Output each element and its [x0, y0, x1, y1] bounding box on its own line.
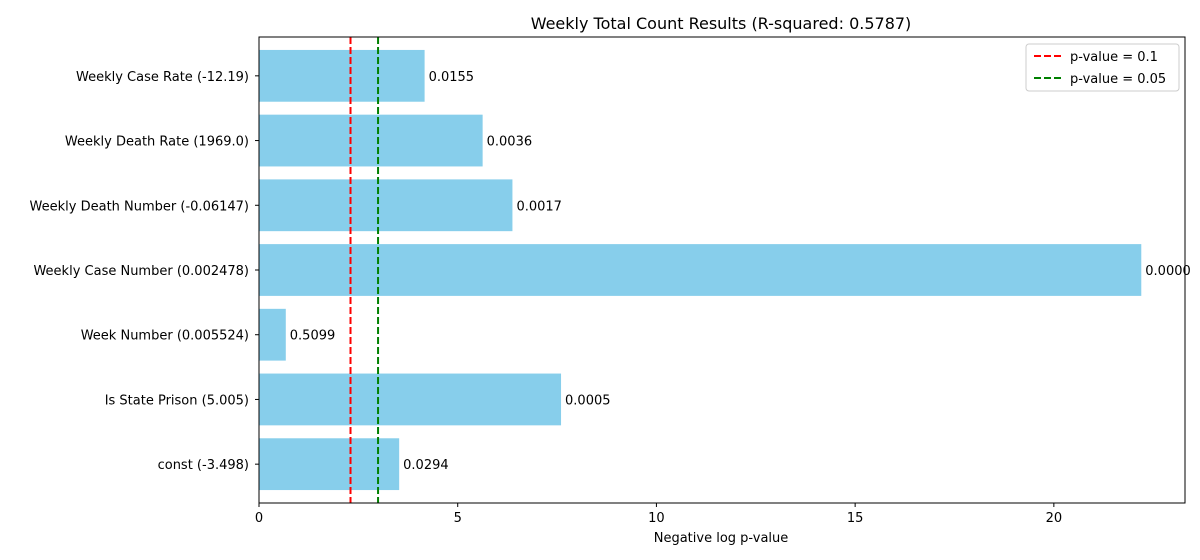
bar-value-label: 0.0005 — [565, 393, 611, 408]
x-tick-label: 20 — [1046, 511, 1063, 526]
bar — [259, 438, 400, 491]
bar-value-label: 0.0294 — [403, 458, 449, 473]
bar-value-label: 0.0000 — [1145, 264, 1191, 279]
bar-value-label: 0.5099 — [290, 329, 336, 344]
bar — [259, 244, 1142, 296]
legend: p-value = 0.1 p-value = 0.05 — [1025, 43, 1180, 92]
y-tick-label: Weekly Case Rate (-12.19) — [76, 70, 249, 85]
legend-label: p-value = 0.05 — [1070, 72, 1166, 87]
bar — [259, 114, 483, 167]
y-tick-label: Weekly Case Number (0.002478) — [33, 264, 249, 279]
x-tick-label: 10 — [648, 511, 665, 526]
bar — [259, 49, 425, 102]
x-tick-label: 5 — [454, 511, 462, 526]
x-tick-label: 15 — [847, 511, 864, 526]
legend-box — [1025, 43, 1180, 92]
plot-frame — [258, 36, 1186, 504]
bar — [259, 179, 513, 232]
x-tick-label: 0 — [255, 511, 263, 526]
chart-title: Weekly Total Count Results (R-squared: 0… — [531, 14, 912, 33]
x-axis-label: Negative log p-value — [654, 531, 789, 546]
bar-value-label: 0.0036 — [487, 135, 533, 150]
y-tick-label: Is State Prison (5.005) — [105, 393, 249, 408]
bar-value-label: 0.0155 — [429, 70, 475, 85]
bar-value-label: 0.0017 — [516, 199, 562, 214]
bar — [259, 308, 286, 361]
legend-label: p-value = 0.1 — [1070, 50, 1158, 65]
bar — [259, 373, 562, 426]
y-tick-label: Weekly Death Rate (1969.0) — [65, 135, 249, 150]
y-tick-label: Weekly Death Number (-0.06147) — [30, 199, 249, 214]
y-tick-label: Week Number (0.005524) — [81, 329, 249, 344]
y-tick-label: const (-3.498) — [158, 458, 249, 473]
